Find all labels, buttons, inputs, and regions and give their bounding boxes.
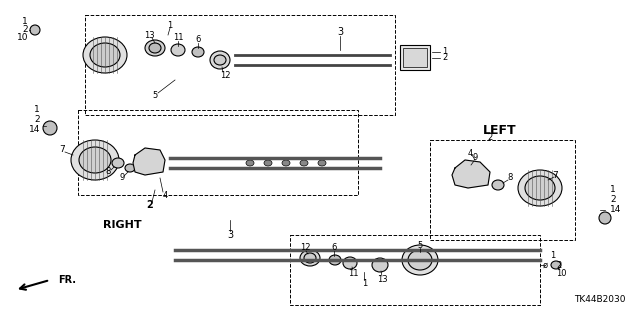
Text: FR.: FR. <box>58 275 76 285</box>
Text: 11: 11 <box>348 269 358 278</box>
Ellipse shape <box>145 40 165 56</box>
Text: 13: 13 <box>377 275 387 284</box>
Ellipse shape <box>492 180 504 190</box>
Text: 4: 4 <box>163 190 168 199</box>
Ellipse shape <box>372 258 388 272</box>
Text: 1: 1 <box>550 250 556 259</box>
Ellipse shape <box>171 44 185 56</box>
Ellipse shape <box>79 147 111 173</box>
Ellipse shape <box>246 160 254 166</box>
Text: 9: 9 <box>472 153 477 162</box>
Text: 10: 10 <box>17 33 28 42</box>
Text: 7: 7 <box>59 145 65 154</box>
Text: 7: 7 <box>552 170 558 180</box>
Text: 12: 12 <box>220 70 230 79</box>
Bar <box>400 45 430 70</box>
Text: 2: 2 <box>488 133 493 143</box>
Text: 5: 5 <box>417 241 422 249</box>
Ellipse shape <box>300 250 320 266</box>
Text: 5: 5 <box>152 91 157 100</box>
Text: 6: 6 <box>195 35 201 44</box>
Ellipse shape <box>402 245 438 275</box>
Ellipse shape <box>264 160 272 166</box>
Text: LEFT: LEFT <box>483 123 517 137</box>
Text: 2: 2 <box>22 26 28 34</box>
Text: RIGHT: RIGHT <box>103 220 141 230</box>
Text: 3: 3 <box>337 27 343 37</box>
Polygon shape <box>133 148 165 175</box>
Circle shape <box>599 212 611 224</box>
Ellipse shape <box>408 250 432 270</box>
Circle shape <box>30 25 40 35</box>
Ellipse shape <box>125 164 135 172</box>
Text: 6: 6 <box>332 243 337 253</box>
Ellipse shape <box>518 170 562 206</box>
Ellipse shape <box>214 55 226 65</box>
Ellipse shape <box>192 47 204 57</box>
Text: 1: 1 <box>362 278 367 287</box>
Text: 12: 12 <box>300 243 310 253</box>
Bar <box>85 15 395 115</box>
Text: 8: 8 <box>106 167 111 176</box>
Text: ø: ø <box>543 261 548 270</box>
Text: 3: 3 <box>227 230 233 240</box>
Ellipse shape <box>304 253 316 263</box>
Text: 2: 2 <box>35 115 40 124</box>
Text: 13: 13 <box>144 31 154 40</box>
Text: 8: 8 <box>508 174 513 182</box>
Ellipse shape <box>551 261 561 269</box>
Text: 9: 9 <box>120 174 125 182</box>
Text: 2: 2 <box>610 196 616 204</box>
Bar <box>78 110 358 195</box>
Text: 14: 14 <box>29 125 40 135</box>
Polygon shape <box>452 160 490 188</box>
Ellipse shape <box>112 158 124 168</box>
Ellipse shape <box>282 160 290 166</box>
Ellipse shape <box>149 43 161 53</box>
Ellipse shape <box>329 255 341 265</box>
Ellipse shape <box>71 140 119 180</box>
Text: 14: 14 <box>610 205 621 214</box>
Text: 2: 2 <box>442 54 447 63</box>
Text: 2: 2 <box>556 261 561 270</box>
Ellipse shape <box>525 176 555 200</box>
Text: TK44B2030: TK44B2030 <box>574 295 626 305</box>
Ellipse shape <box>90 43 120 67</box>
Ellipse shape <box>318 160 326 166</box>
Text: 2: 2 <box>147 200 154 210</box>
Text: 1: 1 <box>35 106 40 115</box>
Text: 1: 1 <box>610 186 616 195</box>
Text: 1: 1 <box>168 20 173 29</box>
Text: 4: 4 <box>467 149 472 158</box>
Ellipse shape <box>343 257 357 269</box>
Ellipse shape <box>300 160 308 166</box>
Bar <box>403 48 427 67</box>
Text: 1: 1 <box>442 48 447 56</box>
Circle shape <box>43 121 57 135</box>
Ellipse shape <box>462 165 474 175</box>
Text: 10: 10 <box>556 269 566 278</box>
Text: 1: 1 <box>22 18 28 26</box>
Bar <box>290 235 540 305</box>
Ellipse shape <box>210 51 230 69</box>
Ellipse shape <box>83 37 127 73</box>
Bar <box>430 140 575 240</box>
Text: 11: 11 <box>173 33 183 42</box>
